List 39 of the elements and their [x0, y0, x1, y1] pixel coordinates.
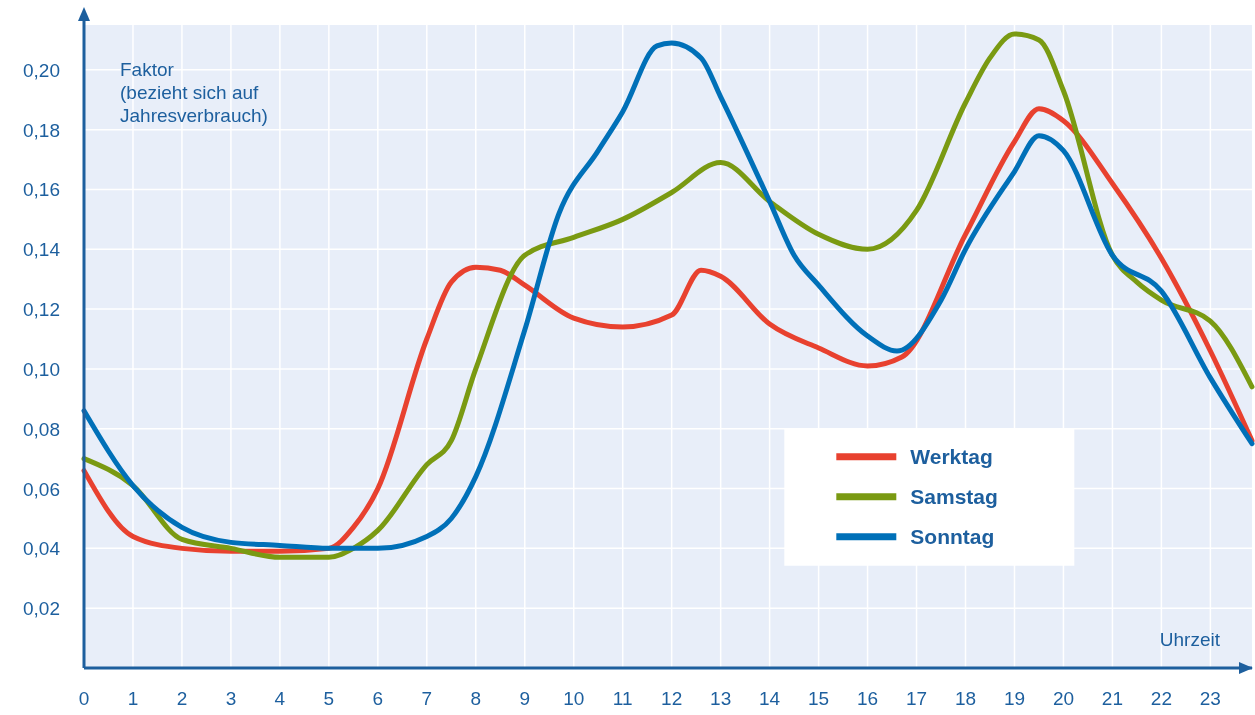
y-tick-label: 0,12 — [23, 299, 60, 321]
y-tick-label: 0,06 — [23, 478, 60, 500]
x-tick-label: 17 — [905, 688, 928, 709]
x-tick-label: 21 — [1101, 688, 1123, 709]
y-tick-label: 0,02 — [23, 598, 60, 620]
x-axis-title: Uhrzeit — [1159, 629, 1221, 650]
x-tick-label: 23 — [1199, 688, 1221, 709]
x-tick-label: 8 — [470, 688, 482, 709]
x-tick-label: 16 — [856, 688, 879, 709]
x-tick-label: 9 — [519, 688, 531, 709]
y-tick-label: 0,04 — [23, 538, 61, 560]
x-tick-label: 7 — [421, 688, 433, 709]
x-tick-label: 3 — [225, 688, 237, 709]
y-tick-label: 0,20 — [23, 59, 60, 81]
x-tick-label: 18 — [954, 688, 977, 709]
x-tick-label: 14 — [759, 688, 781, 709]
legend-label: Sonntag — [910, 524, 995, 548]
x-tick-label: 15 — [808, 688, 830, 709]
x-tick-label: 10 — [563, 688, 585, 709]
y-tick-label: 0,16 — [23, 179, 60, 201]
legend-label: Samstag — [910, 484, 998, 508]
x-tick-label: 5 — [323, 688, 335, 709]
legend-label: Werktag — [910, 444, 993, 468]
y-tick-label: 0,18 — [23, 119, 60, 141]
x-tick-label: 11 — [612, 688, 633, 709]
x-tick-label: 0 — [78, 688, 90, 709]
x-tick-label: 4 — [274, 688, 286, 709]
x-tick-label: 2 — [176, 688, 188, 709]
x-tick-label: 1 — [127, 688, 139, 709]
y-axis-title: Faktor (bezieht sich auf Jahresverbrauch) — [120, 59, 268, 126]
x-tick-label: 12 — [661, 688, 683, 709]
x-tick-label: 19 — [1003, 688, 1026, 709]
x-tick-label: 6 — [372, 688, 384, 709]
y-tick-label: 0,08 — [23, 418, 60, 440]
y-tick-label: 0,14 — [23, 239, 61, 261]
x-tick-label: 22 — [1150, 688, 1172, 709]
x-tick-label: 13 — [710, 688, 732, 709]
x-tick-label: 20 — [1052, 688, 1075, 709]
y-tick-label: 0,10 — [23, 358, 60, 380]
